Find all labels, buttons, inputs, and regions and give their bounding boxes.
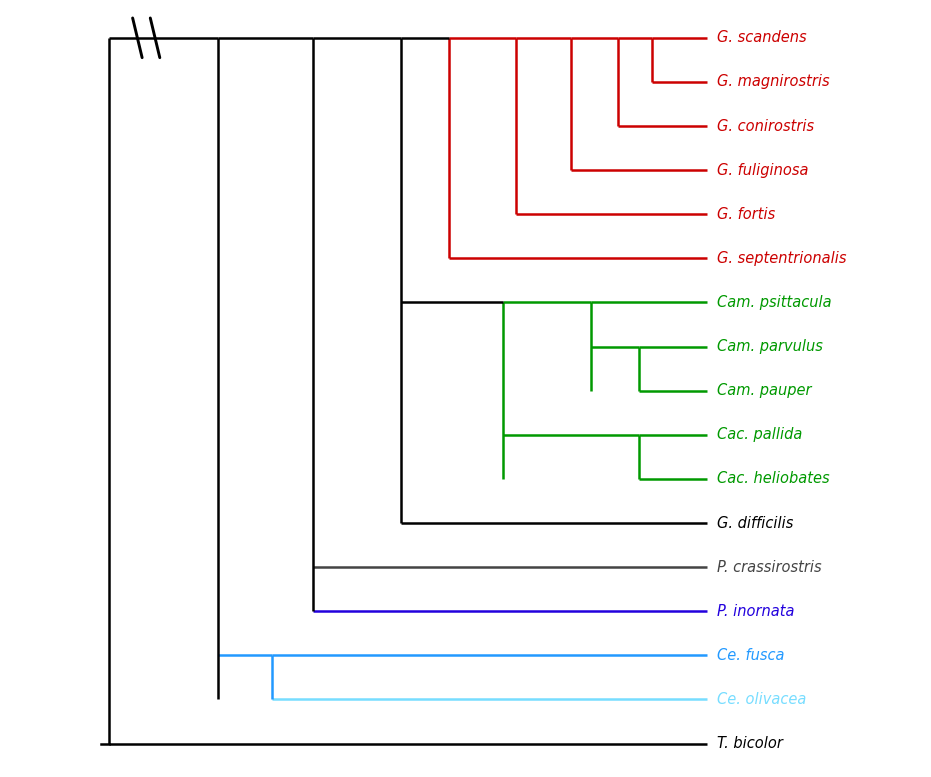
Text: P. inornata: P. inornata [717, 604, 794, 618]
Text: G. fortis: G. fortis [717, 207, 776, 221]
Text: G. magnirostris: G. magnirostris [717, 75, 830, 89]
Text: G. difficilis: G. difficilis [717, 515, 793, 531]
Text: Cam. pauper: Cam. pauper [717, 383, 811, 398]
Text: T. bicolor: T. bicolor [717, 736, 783, 751]
Text: G. fuliginosa: G. fuliginosa [717, 162, 808, 178]
Text: Cac. heliobates: Cac. heliobates [717, 472, 830, 486]
Text: Cac. pallida: Cac. pallida [717, 427, 803, 442]
Text: G. scandens: G. scandens [717, 30, 806, 45]
Text: Ce. fusca: Ce. fusca [717, 648, 784, 663]
Text: Cam. parvulus: Cam. parvulus [717, 339, 823, 354]
Text: P. crassirostris: P. crassirostris [717, 559, 821, 575]
Text: Ce. olivacea: Ce. olivacea [717, 692, 806, 707]
Text: G. septentrionalis: G. septentrionalis [717, 251, 846, 266]
Text: G. conirostris: G. conirostris [717, 119, 814, 134]
Text: Cam. psittacula: Cam. psittacula [717, 295, 831, 310]
